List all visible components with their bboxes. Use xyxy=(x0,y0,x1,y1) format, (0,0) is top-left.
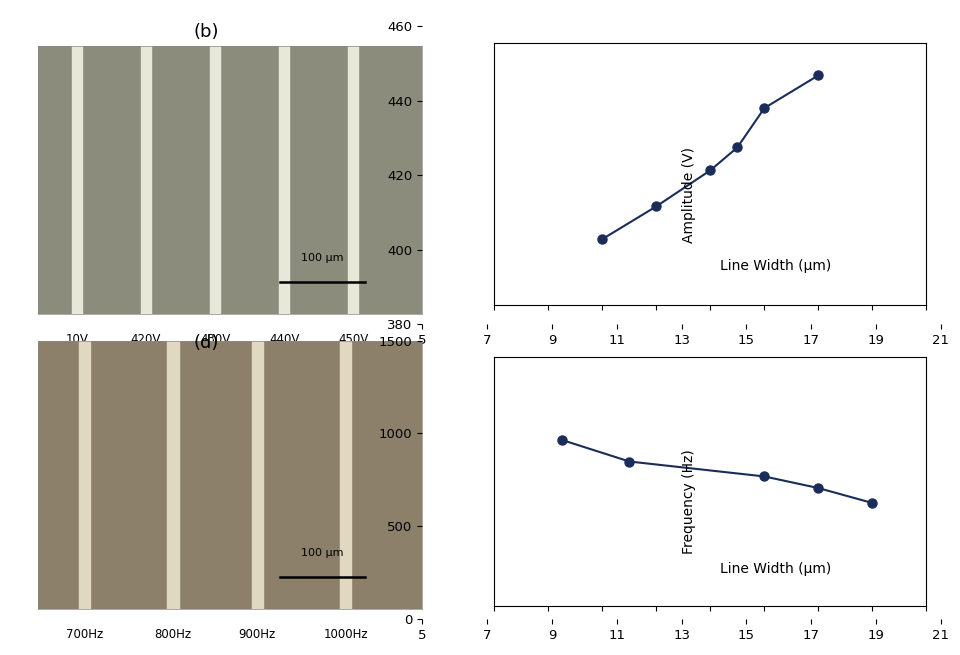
Bar xyxy=(141,46,151,314)
Text: Amplitude (V): Amplitude (V) xyxy=(682,147,696,242)
Text: Line Width (μm): Line Width (μm) xyxy=(720,259,830,273)
Bar xyxy=(72,46,82,314)
Text: (d): (d) xyxy=(194,334,219,352)
Bar xyxy=(348,46,358,314)
Text: 450V: 450V xyxy=(338,333,369,346)
Text: 800Hz: 800Hz xyxy=(155,628,191,641)
Text: 10V: 10V xyxy=(65,333,88,346)
Text: 420V: 420V xyxy=(131,333,161,346)
Text: 900Hz: 900Hz xyxy=(239,628,276,641)
Text: 700Hz: 700Hz xyxy=(66,628,103,641)
Text: (b): (b) xyxy=(194,23,219,41)
Text: 100 μm: 100 μm xyxy=(301,253,344,263)
Bar xyxy=(340,341,351,609)
Text: Line Width (μm): Line Width (μm) xyxy=(720,562,830,576)
Bar xyxy=(279,46,289,314)
Bar xyxy=(210,46,220,314)
Bar xyxy=(167,341,179,609)
Text: 430V: 430V xyxy=(200,333,230,346)
Text: 440V: 440V xyxy=(269,333,300,346)
Text: 1000Hz: 1000Hz xyxy=(324,628,368,641)
Bar xyxy=(252,341,263,609)
Text: Frequency (Hz): Frequency (Hz) xyxy=(682,449,696,553)
Text: 100 μm: 100 μm xyxy=(301,548,344,558)
Bar xyxy=(79,341,90,609)
